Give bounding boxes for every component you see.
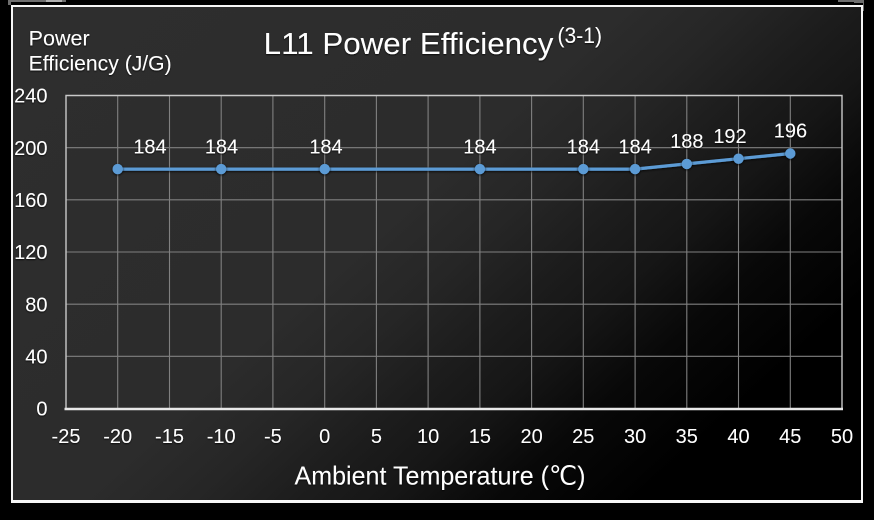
svg-text:15: 15 [469, 426, 491, 448]
svg-text:Ambient Temperature (℃): Ambient Temperature (℃) [295, 461, 586, 491]
svg-text:Power: Power [29, 28, 90, 51]
svg-text:10: 10 [417, 426, 439, 448]
svg-text:20: 20 [520, 426, 542, 448]
svg-text:25: 25 [572, 426, 594, 448]
svg-text:184: 184 [618, 136, 651, 158]
svg-text:188: 188 [670, 131, 703, 153]
svg-text:-25: -25 [52, 426, 81, 448]
svg-text:120: 120 [14, 242, 47, 264]
svg-text:45: 45 [779, 426, 801, 448]
svg-text:50: 50 [831, 426, 853, 448]
svg-text:L11 Power Efficiency: L11 Power Efficiency [264, 26, 554, 61]
svg-text:-10: -10 [207, 426, 236, 448]
svg-text:-20: -20 [103, 426, 132, 448]
svg-text:184: 184 [309, 136, 342, 158]
svg-text:0: 0 [319, 426, 330, 448]
svg-text:184: 184 [133, 136, 166, 158]
svg-text:240: 240 [14, 86, 47, 108]
svg-text:30: 30 [624, 426, 646, 448]
svg-text:196: 196 [774, 121, 807, 143]
svg-text:5: 5 [371, 426, 382, 448]
svg-text:-15: -15 [155, 426, 184, 448]
svg-text:0: 0 [36, 399, 47, 421]
svg-text:40: 40 [25, 347, 47, 369]
svg-text:35: 35 [676, 426, 698, 448]
svg-text:40: 40 [727, 426, 749, 448]
svg-text:184: 184 [463, 136, 496, 158]
svg-text:-5: -5 [264, 426, 282, 448]
svg-text:192: 192 [713, 126, 746, 148]
svg-text:Efficiency (J/G): Efficiency (J/G) [29, 52, 172, 75]
svg-text:160: 160 [14, 190, 47, 212]
svg-text:(3-1): (3-1) [558, 23, 603, 48]
svg-text:184: 184 [567, 136, 600, 158]
svg-text:200: 200 [14, 138, 47, 160]
svg-text:80: 80 [25, 294, 47, 316]
svg-text:184: 184 [205, 136, 238, 158]
